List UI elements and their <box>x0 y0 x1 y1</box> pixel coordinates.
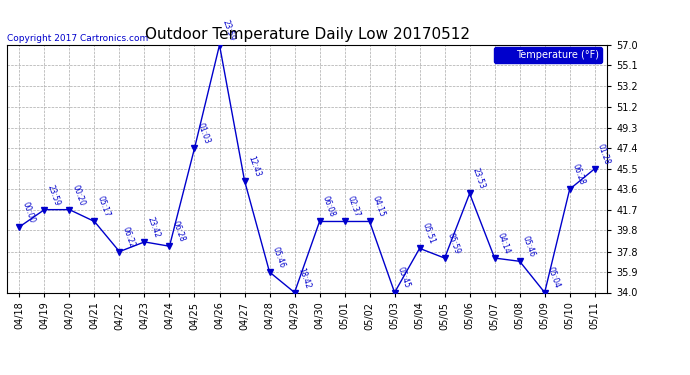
Text: 12:43: 12:43 <box>246 154 262 178</box>
Text: 06:22: 06:22 <box>121 225 137 249</box>
Text: 00:00: 00:00 <box>21 200 37 224</box>
Text: 00:20: 00:20 <box>71 183 87 207</box>
Text: Copyright 2017 Cartronics.com: Copyright 2017 Cartronics.com <box>7 33 148 42</box>
Text: 01:03: 01:03 <box>196 122 212 146</box>
Title: Outdoor Temperature Daily Low 20170512: Outdoor Temperature Daily Low 20170512 <box>144 27 470 42</box>
Text: 02:37: 02:37 <box>346 195 362 219</box>
Text: 05:45: 05:45 <box>396 266 412 290</box>
Text: 06:28: 06:28 <box>571 163 587 186</box>
Text: 04:14: 04:14 <box>496 232 512 255</box>
Text: 05:46: 05:46 <box>521 235 537 258</box>
Text: 01:28: 01:28 <box>596 142 612 166</box>
Text: 05:04: 05:04 <box>546 266 562 290</box>
Text: 23:42: 23:42 <box>146 216 161 239</box>
Text: 06:08: 06:08 <box>321 195 337 219</box>
Text: 23:53: 23:53 <box>471 167 487 191</box>
Text: 05:46: 05:46 <box>271 246 287 269</box>
Text: 06:28: 06:28 <box>171 220 187 243</box>
Text: 23:59: 23:59 <box>221 19 237 42</box>
Text: 04:15: 04:15 <box>371 195 387 219</box>
Text: 18:42: 18:42 <box>296 266 312 290</box>
Legend: Temperature (°F): Temperature (°F) <box>494 47 602 63</box>
Text: 05:17: 05:17 <box>96 195 112 219</box>
Text: 23:59: 23:59 <box>46 183 61 207</box>
Text: 05:51: 05:51 <box>421 222 437 246</box>
Text: 05:59: 05:59 <box>446 231 462 255</box>
